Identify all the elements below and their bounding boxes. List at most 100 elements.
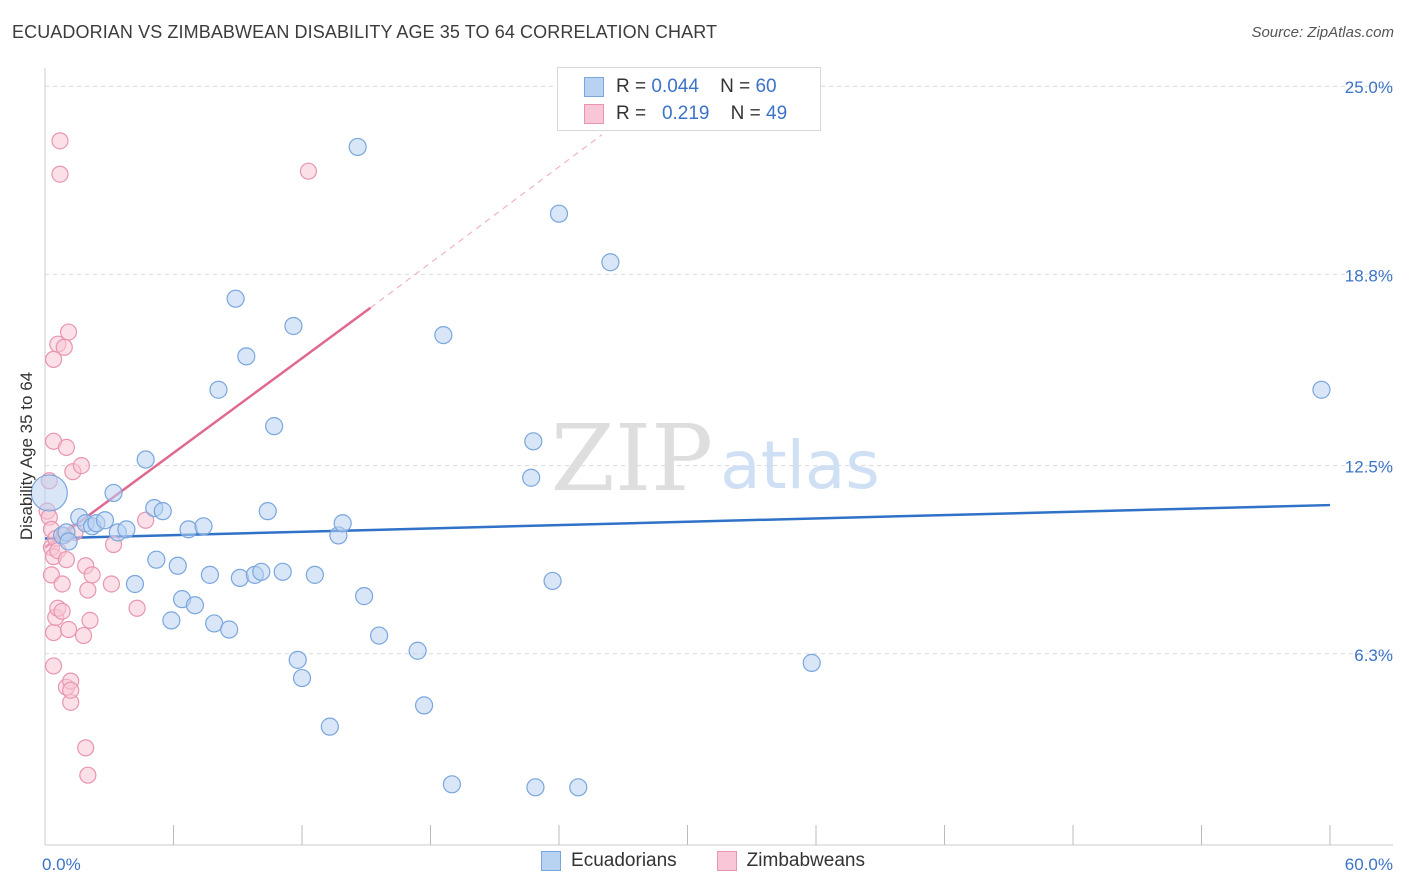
ecuadorians-point bbox=[194, 517, 213, 536]
ecuadorians-trend-line bbox=[44, 503, 1331, 540]
ecuadorians-point bbox=[230, 568, 249, 588]
axis-labels: 6.3% 12.5% 18.8% 25.0% 0.0% 60.0% bbox=[42, 78, 1393, 874]
zimbabweans-point bbox=[62, 681, 80, 699]
ecuadorians-point bbox=[355, 587, 374, 606]
legend-label: Zimbabweans bbox=[746, 850, 865, 871]
zimbabweans-point bbox=[74, 626, 93, 645]
ecuadorians-point bbox=[524, 432, 543, 451]
zimbabweans-point bbox=[57, 438, 76, 456]
ecuadorians-point bbox=[237, 347, 256, 366]
n-value: 49 bbox=[766, 103, 788, 124]
ecuadorians-point bbox=[30, 474, 68, 512]
zimbabweans-trend-line bbox=[44, 306, 372, 549]
ecuadorians-point bbox=[569, 778, 588, 797]
ecuadorians-point bbox=[601, 253, 620, 272]
ecuadorians-point bbox=[147, 550, 166, 569]
zimbabweans-point bbox=[44, 623, 63, 642]
ecuadorians-point bbox=[292, 668, 312, 688]
ecuadorians-point bbox=[258, 502, 277, 521]
zimbabweans-point bbox=[137, 511, 155, 529]
zimbabweans-swatch bbox=[716, 851, 737, 871]
stats-legend: R = 0.044 N = 60 R = 0.219 N = 49 bbox=[557, 67, 821, 131]
zimbabweans-swatch bbox=[584, 104, 604, 124]
ecuadorians-point bbox=[284, 316, 303, 336]
ecuadorians-swatch bbox=[584, 77, 604, 97]
zimbabweans-point bbox=[77, 739, 95, 757]
ecuadorians-point bbox=[59, 532, 78, 551]
grid-lines bbox=[45, 85, 1393, 655]
zimbabweans-point bbox=[72, 457, 91, 475]
stats-row-zimbabweans: R = 0.219 N = 49 bbox=[584, 101, 787, 127]
y-tick-label: 18.8% bbox=[1345, 266, 1393, 285]
zimbabweans-point bbox=[51, 165, 69, 183]
ecuadorians-point bbox=[1312, 380, 1331, 399]
ecuadorians-point bbox=[526, 778, 545, 797]
ecuadorians-point bbox=[200, 565, 220, 584]
y-axis-label: Disability Age 35 to 64 bbox=[17, 372, 36, 540]
x-tick-label: 0.0% bbox=[42, 855, 81, 874]
ecuadorians-swatch bbox=[541, 851, 562, 871]
ecuadorians-point bbox=[543, 571, 562, 591]
zimbabweans-point bbox=[83, 566, 101, 584]
ecuadorians-point bbox=[408, 641, 427, 660]
ecuadorians-point bbox=[252, 562, 271, 581]
r-value: 0.044 bbox=[651, 76, 699, 97]
n-label: N = bbox=[730, 103, 761, 124]
ecuadorians-point bbox=[348, 137, 367, 157]
zimbabweans-point bbox=[59, 620, 78, 639]
ecuadorians-point bbox=[104, 483, 123, 503]
ecuadorians-point bbox=[333, 514, 352, 533]
x-tick-label: 60.0% bbox=[1345, 855, 1393, 874]
ecuadorians-point bbox=[434, 325, 453, 345]
ecuadorians-point bbox=[288, 650, 307, 669]
trend-lines bbox=[44, 134, 1331, 549]
ecuadorians-point bbox=[125, 574, 145, 594]
r-label: R = bbox=[616, 76, 647, 97]
ecuadorians-point bbox=[522, 468, 541, 487]
zimbabweans-point bbox=[79, 581, 97, 599]
ecuadorians-point bbox=[136, 450, 155, 469]
zimbabweans-point bbox=[55, 338, 73, 356]
ecuadorians-point bbox=[153, 502, 172, 521]
zimbabweans-trend-extension bbox=[370, 134, 603, 309]
ecuadorians-point bbox=[209, 380, 228, 399]
ecuadorians-point bbox=[220, 620, 239, 639]
zimbabweans-point bbox=[57, 551, 76, 569]
series-legend: Ecuadorians Zimbabweans bbox=[0, 850, 1406, 872]
chart-title: ECUADORIAN VS ZIMBABWEAN DISABILITY AGE … bbox=[12, 22, 718, 42]
legend-item-ecuadorians[interactable]: Ecuadorians bbox=[541, 850, 677, 872]
legend-item-zimbabweans[interactable]: Zimbabweans bbox=[716, 850, 865, 872]
zimbabweans-point bbox=[81, 611, 99, 629]
r-value: 0.219 bbox=[661, 103, 710, 124]
zimbabweans-point bbox=[299, 162, 318, 180]
stats-row-ecuadorians: R = 0.044 N = 60 bbox=[584, 74, 777, 100]
ecuadorians-point bbox=[442, 775, 462, 794]
ecuadorians-point bbox=[185, 596, 205, 615]
data-points bbox=[30, 132, 1331, 797]
r-label: R = bbox=[616, 103, 647, 124]
n-value: 60 bbox=[755, 76, 777, 97]
ecuadorians-point bbox=[549, 204, 569, 223]
zimbabweans-point bbox=[51, 132, 69, 150]
zimbabweans-point bbox=[44, 657, 63, 675]
y-tick-label: 25.0% bbox=[1345, 78, 1393, 97]
ecuadorians-point bbox=[802, 653, 821, 672]
zimbabweans-point bbox=[128, 599, 146, 617]
zimbabweans-point bbox=[53, 575, 71, 593]
ecuadorians-point bbox=[95, 511, 115, 530]
ecuadorians-point bbox=[117, 520, 136, 539]
zimbabweans-point bbox=[59, 323, 78, 341]
ecuadorians-point bbox=[168, 556, 187, 575]
ecuadorians-point bbox=[273, 562, 292, 581]
axes bbox=[44, 68, 1393, 846]
ecuadorians-point bbox=[370, 626, 389, 645]
ecuadorians-point bbox=[226, 289, 245, 308]
watermark-zip: ZIP bbox=[551, 405, 713, 512]
ecuadorians-point bbox=[414, 696, 434, 715]
source-label: Source: ZipAtlas.com bbox=[1251, 24, 1394, 41]
y-tick-label: 12.5% bbox=[1345, 458, 1393, 477]
legend-label: Ecuadorians bbox=[571, 850, 677, 871]
y-tick-label: 6.3% bbox=[1354, 646, 1393, 665]
ecuadorians-point bbox=[320, 717, 339, 736]
watermark-atlas: atlas bbox=[720, 427, 880, 504]
